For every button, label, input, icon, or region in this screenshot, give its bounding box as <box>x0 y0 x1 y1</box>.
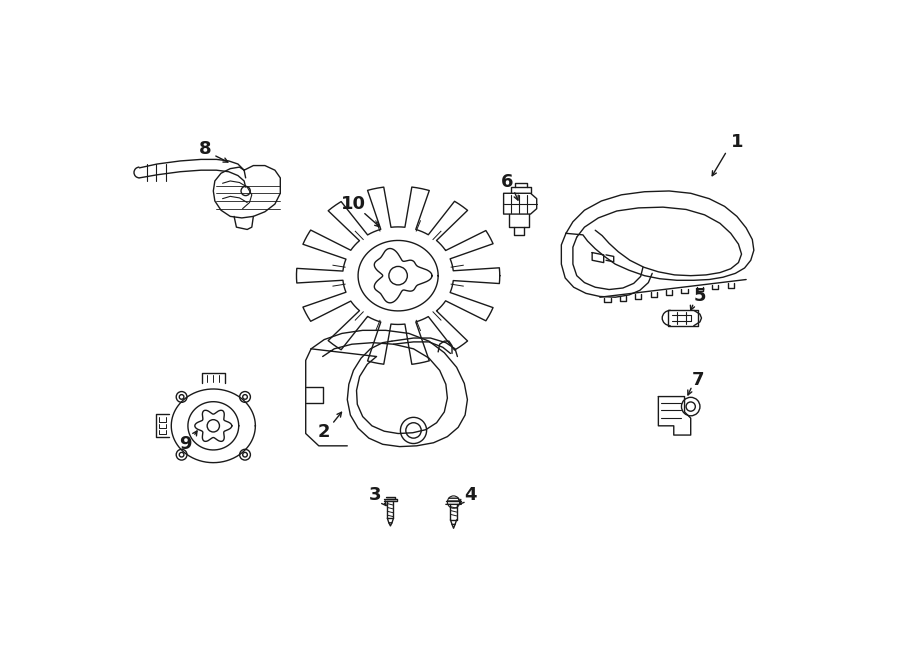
Text: 6: 6 <box>501 173 514 191</box>
Text: 4: 4 <box>464 486 477 504</box>
Text: 5: 5 <box>694 288 706 305</box>
Text: 2: 2 <box>318 423 330 441</box>
Text: 1: 1 <box>731 134 743 151</box>
Text: 10: 10 <box>341 195 366 213</box>
Text: 9: 9 <box>179 436 192 453</box>
Text: 3: 3 <box>369 486 382 504</box>
Text: 7: 7 <box>692 371 705 389</box>
Text: 8: 8 <box>199 139 212 157</box>
